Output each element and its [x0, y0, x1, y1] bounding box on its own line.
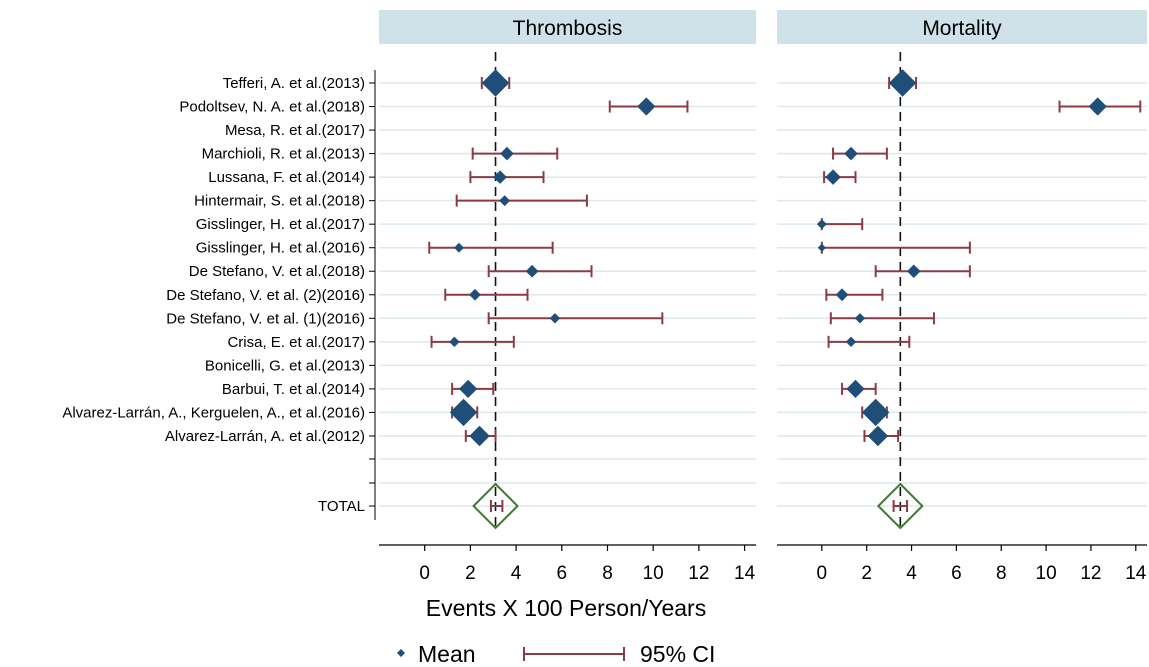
study-label: De Stefano, V. et al. (1)(2016)	[166, 310, 365, 327]
study-label: Hintermair, S. et al.(2018)	[194, 193, 365, 210]
mean-marker	[906, 264, 921, 279]
x-tick-label: 0	[817, 563, 828, 584]
mean-marker	[637, 97, 656, 116]
x-tick-label: 4	[906, 563, 917, 584]
mean-marker	[500, 146, 514, 161]
panel-title: Thrombosis	[513, 17, 623, 40]
panel-title: Mortality	[922, 17, 1002, 40]
x-tick-label: 6	[556, 563, 567, 584]
mean-marker	[1088, 97, 1107, 116]
legend-ci-label: 95% CI	[640, 641, 715, 667]
panel-header	[379, 10, 756, 44]
mean-marker	[846, 379, 865, 398]
legend-mean-label: Mean	[418, 641, 476, 667]
x-tick-label: 2	[465, 563, 476, 584]
x-tick-label: 10	[1036, 563, 1057, 584]
x-tick-label: 6	[951, 563, 962, 584]
mean-marker	[454, 242, 464, 253]
study-label: Barbui, T. et al.(2014)	[222, 381, 365, 398]
mean-marker	[525, 264, 539, 278]
x-tick-label: 10	[643, 563, 664, 584]
study-label: Gisslinger, H. et al.(2016)	[196, 240, 365, 257]
study-label: Alvarez-Larrán, A. et al.(2012)	[165, 428, 365, 445]
mean-marker	[816, 219, 827, 230]
mean-marker	[449, 398, 478, 427]
legend-mean-marker	[397, 649, 405, 657]
x-tick-label: 12	[688, 563, 709, 584]
mean-marker	[844, 146, 858, 161]
mean-marker	[459, 379, 478, 398]
mean-marker	[493, 170, 507, 184]
panel-header	[777, 10, 1147, 44]
x-tick-label: 8	[996, 563, 1007, 584]
x-tick-label: 12	[1080, 563, 1101, 584]
mean-marker	[481, 69, 510, 97]
study-label: Lussana, F. et al.(2014)	[208, 169, 365, 186]
study-label: Podoltsev, N. A. et al.(2018)	[179, 99, 365, 116]
mean-marker	[499, 195, 511, 207]
mean-marker	[867, 425, 889, 447]
x-axis-title: Events X 100 Person/Years	[426, 595, 706, 621]
x-tick-label: 14	[1125, 563, 1147, 584]
total-label: TOTAL	[318, 498, 365, 515]
study-label: De Stefano, V. et al.(2018)	[189, 263, 365, 280]
x-tick-label: 14	[734, 563, 756, 584]
mean-marker	[835, 288, 849, 302]
study-label: De Stefano, V. et al. (2)(2016)	[166, 287, 365, 304]
mean-marker	[825, 169, 841, 185]
mean-marker	[469, 288, 481, 301]
mean-marker	[449, 336, 460, 348]
mean-marker	[845, 336, 857, 348]
total-diamond	[472, 482, 519, 530]
study-label: Gisslinger, H. et al.(2017)	[196, 216, 365, 233]
mean-marker	[861, 398, 890, 427]
x-tick-label: 4	[511, 563, 522, 584]
mean-marker	[817, 243, 826, 252]
x-tick-label: 2	[861, 563, 872, 584]
study-label: Marchioli, R. et al.(2013)	[202, 146, 365, 163]
study-label: Bonicelli, G. et al.(2013)	[205, 357, 365, 374]
mean-marker	[888, 69, 917, 97]
study-label: Crisa, E. et al.(2017)	[227, 334, 365, 351]
mean-marker	[854, 313, 866, 324]
x-tick-label: 8	[602, 563, 613, 584]
mean-marker	[469, 425, 490, 447]
study-label: Mesa, R. et al.(2017)	[225, 122, 365, 139]
x-tick-label: 0	[419, 563, 430, 584]
study-label: Tefferi, A. et al.(2013)	[223, 75, 365, 92]
total-diamond	[876, 482, 924, 530]
mean-marker	[549, 313, 561, 324]
study-label: Alvarez-Larrán, A., Kerguelen, A., et al…	[62, 404, 365, 421]
